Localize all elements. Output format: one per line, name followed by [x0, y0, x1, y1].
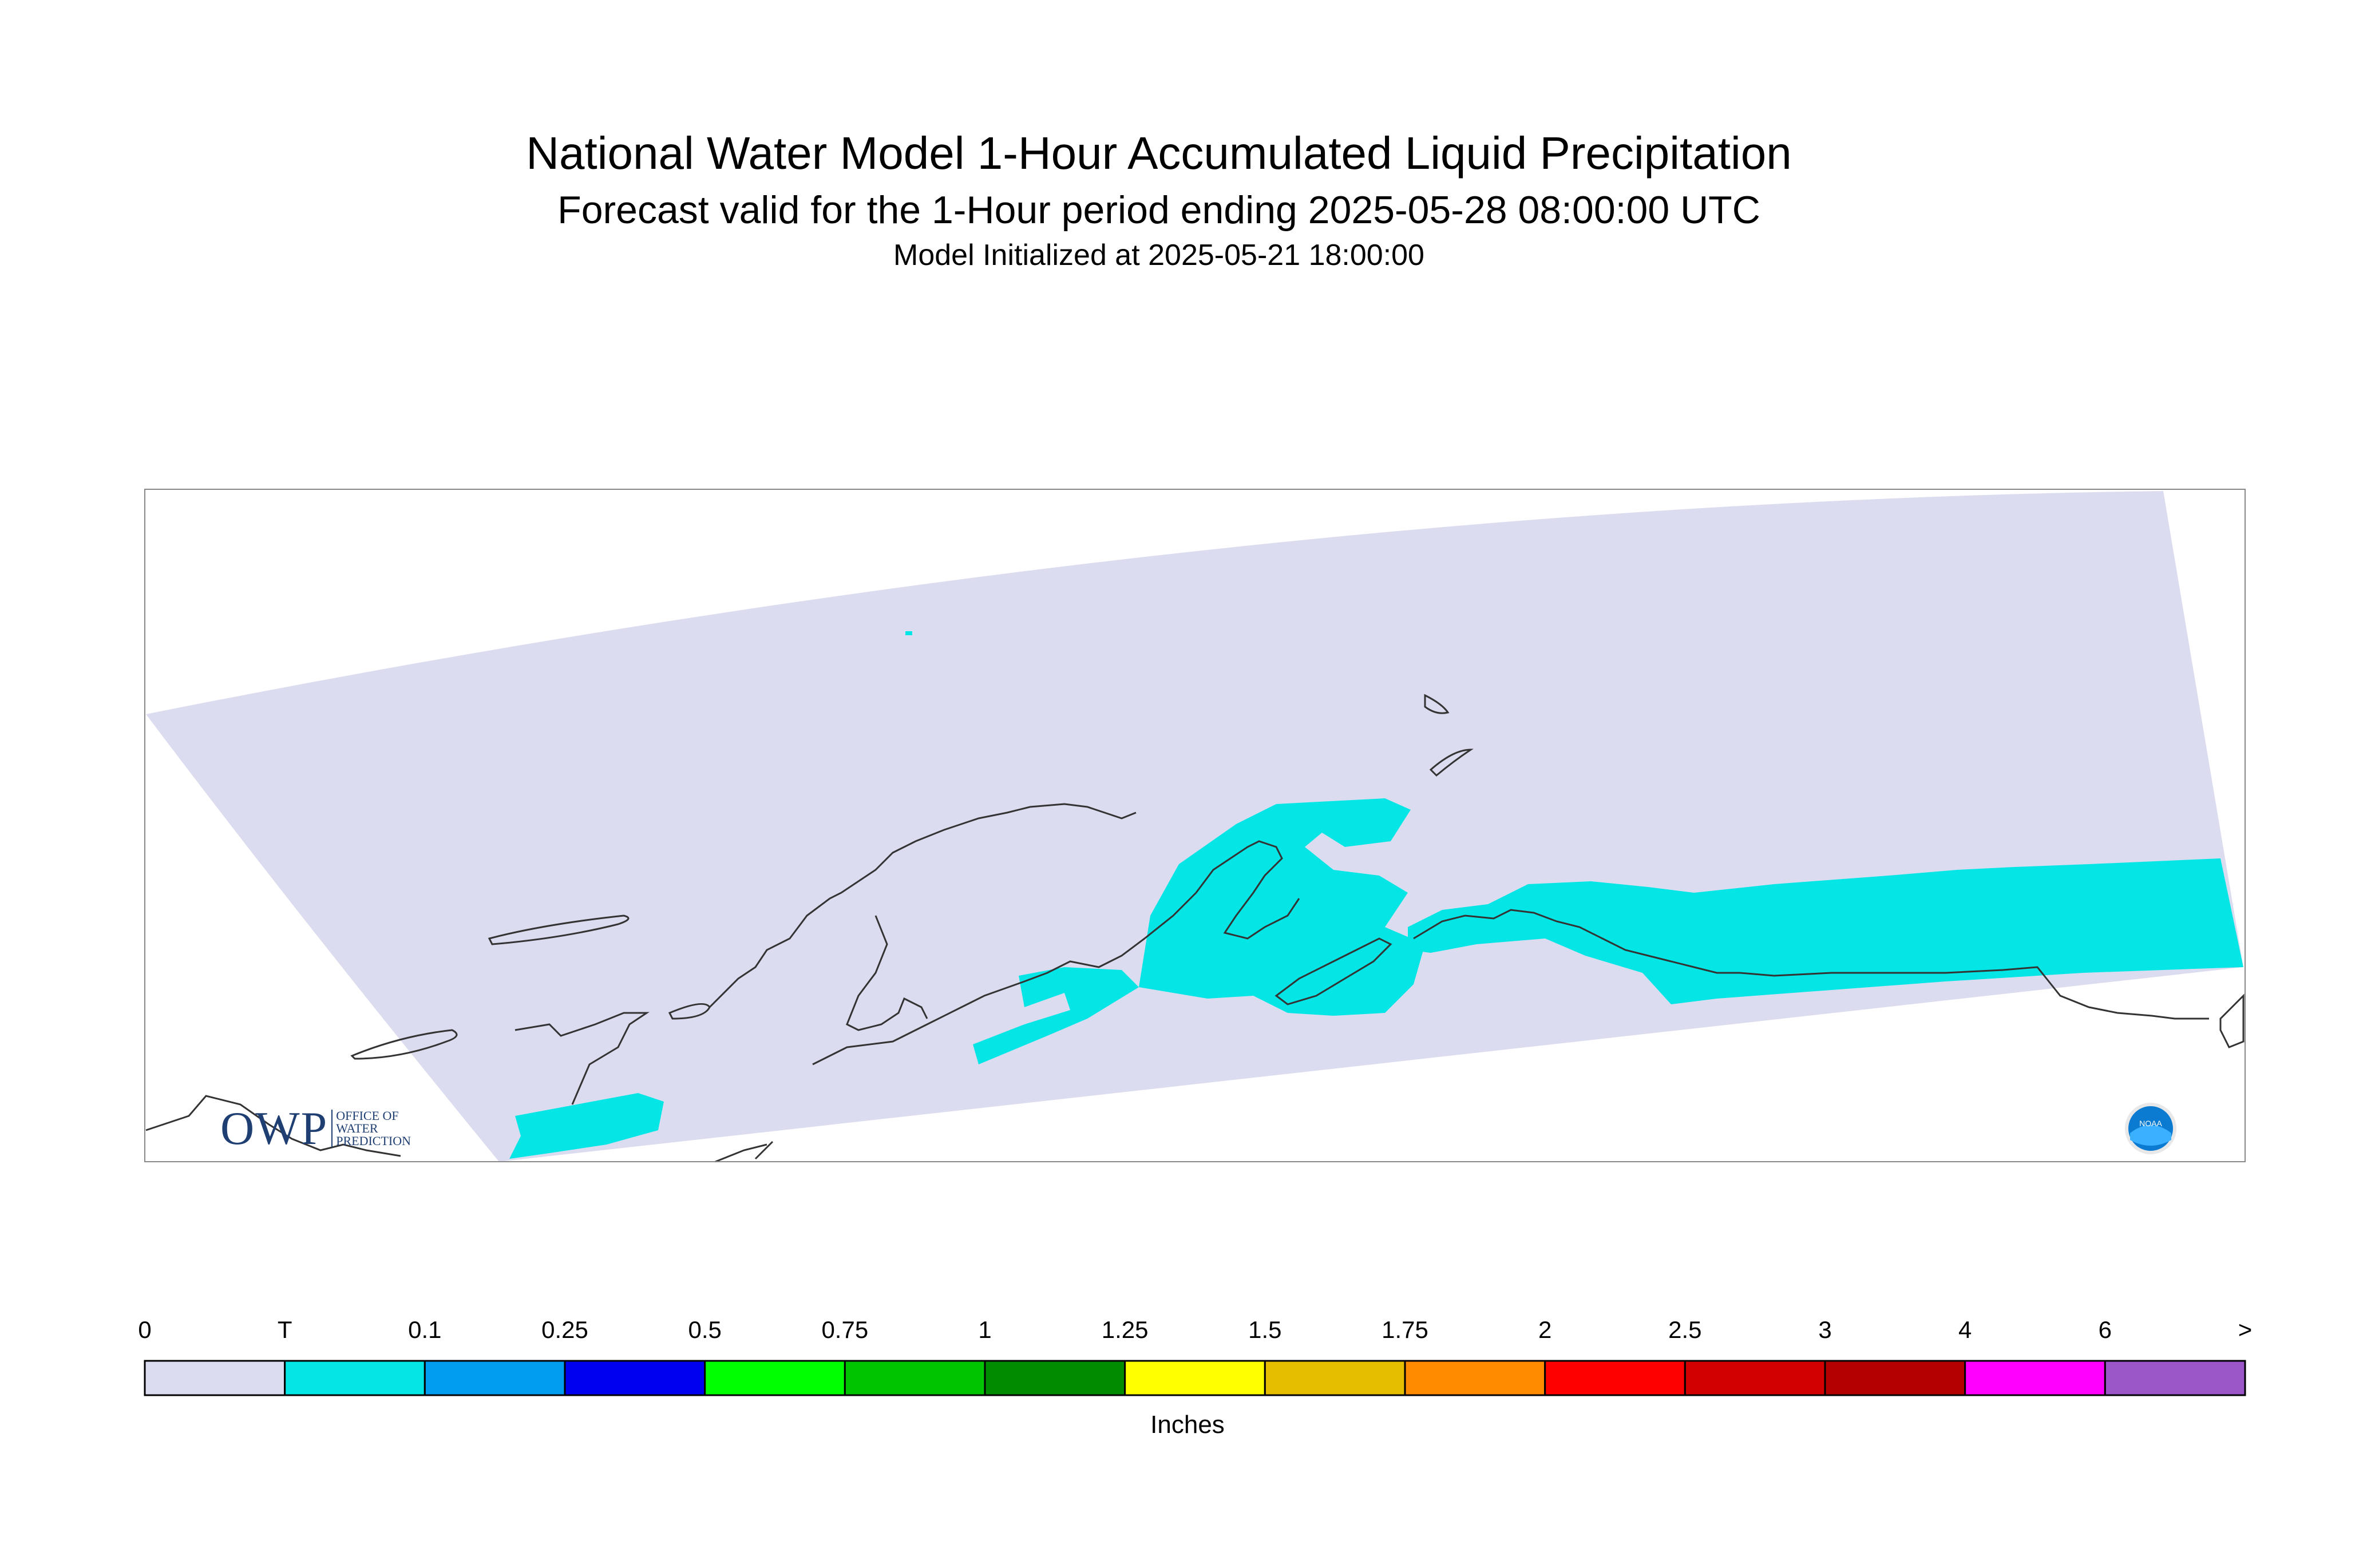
legend-label: 0.5 [688, 1316, 722, 1343]
legend-label: 2 [1538, 1316, 1552, 1343]
legend-label: T [277, 1316, 292, 1343]
precip-area-central [1139, 798, 1425, 1016]
legend-units: Inches [1150, 1411, 1225, 1439]
coastline-cook-inlet [1195, 840, 1300, 940]
noaa-logo-text: NOAA [2139, 1119, 2162, 1128]
legend-swatch [1264, 1360, 1406, 1396]
coastline-east-edge [2219, 993, 2245, 1048]
precip-area-west [509, 1093, 664, 1159]
legend-label: 6 [2098, 1316, 2112, 1343]
legend-label: 0 [138, 1316, 152, 1343]
map-subtitle: Forecast valid for the 1-Hour period end… [557, 188, 1760, 232]
legend-swatch [1404, 1360, 1546, 1396]
coastline-west-gulf [514, 1012, 650, 1105]
precip-speck [905, 631, 912, 635]
owp-logo: OWP OFFICE OF WATER PREDICTION [220, 1102, 411, 1155]
legend-label: 1.25 [1101, 1316, 1149, 1343]
island-west-1 [350, 1029, 458, 1060]
legend-swatch [2104, 1360, 2246, 1396]
model-domain [146, 491, 2243, 1162]
legend-swatch [1544, 1360, 1686, 1396]
legend-label: 0.75 [821, 1316, 869, 1343]
legend-label: 4 [1958, 1316, 1972, 1343]
island-west-2 [488, 914, 630, 945]
legend-label: 2.5 [1668, 1316, 1702, 1343]
coastline-bottom-islands [715, 1141, 774, 1163]
map-title: National Water Model 1-Hour Accumulated … [526, 128, 1792, 179]
legend-label: 1 [978, 1316, 992, 1343]
map-frame [144, 489, 2246, 1162]
legend-label: > [2238, 1316, 2253, 1343]
coastline-kodiak [1274, 937, 1392, 1005]
legend-swatch [1964, 1360, 2106, 1396]
owp-logo-text: OWP [220, 1102, 328, 1154]
coastlines [145, 694, 2245, 1163]
legend-swatch [564, 1360, 706, 1396]
legend-swatch [704, 1360, 846, 1396]
model-init-line: Model Initialized at 2025-05-21 18:00:00 [893, 239, 1424, 272]
coastline-south-central [1413, 909, 1740, 974]
legend-bar [144, 1360, 2246, 1396]
coastline-west-mainland [145, 1095, 401, 1157]
legend-swatch [984, 1360, 1126, 1396]
noaa-logo: NOAA [2125, 1103, 2176, 1154]
legend-swatch [1124, 1360, 1266, 1396]
legend-swatch [1824, 1360, 1966, 1396]
legend-swatch [1684, 1360, 1826, 1396]
legend-label: 0.1 [408, 1316, 442, 1343]
legend-label: 3 [1818, 1316, 1832, 1343]
legend-label: 0.25 [541, 1316, 588, 1343]
island-west-3 [668, 1003, 711, 1020]
legend-swatch [144, 1360, 286, 1396]
owp-logo-subtext: OFFICE OF WATER PREDICTION [331, 1110, 411, 1147]
legend-swatch [844, 1360, 986, 1396]
coastline-central [708, 803, 1137, 1008]
legend-label: 1.75 [1382, 1316, 1428, 1343]
coastline-southeast [1739, 966, 2209, 1020]
legend-label: 1.5 [1248, 1316, 1282, 1343]
coastline-alaska-peninsula [812, 892, 1197, 1066]
legend-swatch [284, 1360, 426, 1396]
coastline-northern-islands [1424, 694, 1474, 777]
precip-area-peninsula [973, 967, 1139, 1064]
coastline-bristol-bay [846, 915, 928, 1031]
legend-swatch [423, 1360, 566, 1396]
